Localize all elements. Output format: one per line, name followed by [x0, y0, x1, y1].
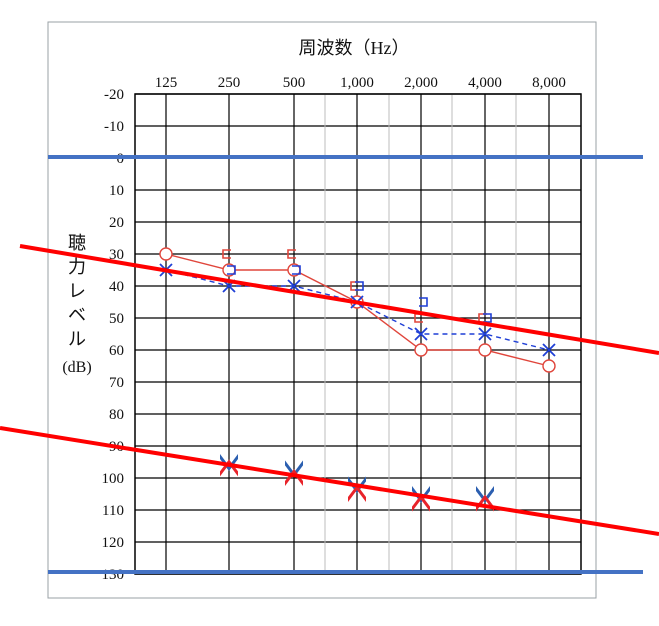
- y-label-unit: (dB): [62, 359, 91, 376]
- arrow-up-marker: [348, 485, 366, 502]
- circle-marker: [414, 343, 428, 357]
- chart-frame: [47, 21, 597, 599]
- left-bracket-marker: [222, 249, 231, 259]
- x-tick-label: 500: [283, 75, 306, 91]
- arrow-up-marker: [476, 494, 494, 512]
- left-bracket-marker: [287, 249, 296, 259]
- right-bracket-marker: [483, 313, 492, 323]
- y-tick-label: 20: [109, 215, 124, 231]
- y-tick-label: 130: [102, 567, 125, 583]
- y-tick-label: 50: [109, 311, 124, 327]
- x-tick-label: 250: [218, 75, 241, 91]
- x-tick-label: 2,000: [404, 75, 438, 91]
- y-label-char: 聴: [68, 233, 86, 253]
- circle-marker: [159, 247, 173, 261]
- y-label-char: レ: [68, 281, 86, 301]
- circle-marker: [542, 359, 556, 373]
- annotation-line: [19, 244, 659, 355]
- x-tick-label: 1,000: [340, 75, 374, 91]
- y-tick-label: 120: [102, 535, 125, 551]
- x-tick-label: 8,000: [532, 75, 566, 91]
- right-bracket-marker: [419, 297, 428, 307]
- x-tick-labels: 125 250 500 1,000 2,000 4,000 8,000: [155, 75, 566, 91]
- right-bracket-marker: [355, 281, 364, 291]
- y-tick-label: 40: [109, 279, 124, 295]
- y-tick-label: -20: [104, 87, 124, 103]
- chart-title: 周波数（Hz）: [299, 38, 410, 58]
- x-tick-label: 4,000: [468, 75, 502, 91]
- y-tick-label: 110: [102, 503, 124, 519]
- y-tick-label: 70: [109, 375, 124, 391]
- y-tick-label: -10: [104, 119, 124, 135]
- cross-marker: [414, 327, 428, 341]
- right-bracket-marker: [227, 265, 236, 275]
- circle-marker: [478, 343, 492, 357]
- arrow-up-marker: [220, 459, 238, 477]
- arrow-up-marker: [412, 494, 430, 512]
- y-tick-labels: -20-100102030405060708090100110120130: [102, 87, 125, 583]
- y-label-char: ル: [68, 329, 86, 349]
- annotation-line: [0, 426, 659, 536]
- x-tick-label: 125: [155, 75, 178, 91]
- y-tick-label: 60: [109, 343, 124, 359]
- annotation-lines: [0, 155, 659, 574]
- y-label-char: ベ: [68, 305, 86, 325]
- y-tick-label: 100: [102, 471, 125, 487]
- cross-marker: [478, 327, 492, 341]
- y-tick-label: 30: [109, 247, 124, 263]
- y-tick-label: 10: [109, 183, 124, 199]
- right-bracket-marker: [292, 265, 301, 275]
- cross-marker: [542, 343, 556, 357]
- y-label-char: 力: [68, 257, 86, 277]
- y-tick-label: 80: [109, 407, 124, 423]
